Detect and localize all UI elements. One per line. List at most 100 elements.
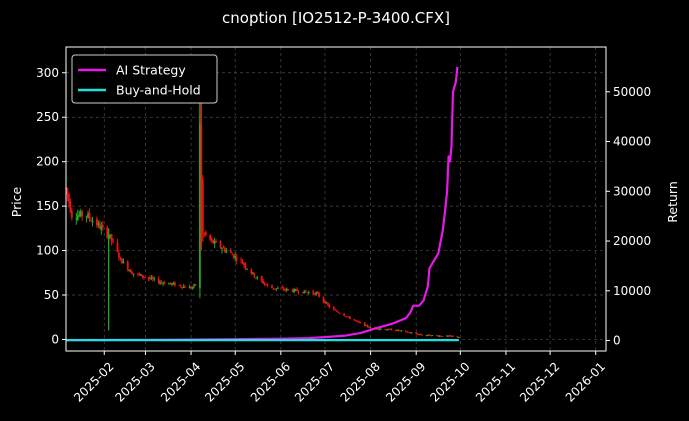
candle-body <box>119 257 122 259</box>
candle-body <box>198 123 201 289</box>
candle-body <box>418 334 421 336</box>
candle-body <box>334 309 337 311</box>
candle-body <box>68 194 70 203</box>
candle-body <box>354 320 357 322</box>
candle-body <box>325 302 328 304</box>
candle-body <box>438 335 441 337</box>
candle-body <box>322 296 325 302</box>
candle-body <box>431 335 434 336</box>
legend-label-buy-and-hold: Buy-and-Hold <box>116 83 201 98</box>
candle-body <box>69 201 72 212</box>
candle-body <box>349 316 351 319</box>
y-right-tick-label: 40000 <box>613 135 651 149</box>
candle-body <box>221 248 223 250</box>
candle-body <box>430 335 432 337</box>
candle-body <box>137 273 139 275</box>
candle-body <box>110 234 113 241</box>
y-left-tick-label: 50 <box>44 288 59 302</box>
candle-body <box>287 289 290 290</box>
candle-body <box>324 300 326 304</box>
candle-body <box>143 277 145 278</box>
candle-body <box>179 285 182 287</box>
candle-body <box>293 289 295 293</box>
candle-body <box>95 218 98 226</box>
candle-body <box>254 277 257 279</box>
candle-body <box>271 285 273 289</box>
candle-body <box>276 288 279 289</box>
candle-body <box>224 248 226 252</box>
candle-body <box>378 328 381 330</box>
candle-body <box>203 232 206 234</box>
candle-body <box>400 330 403 332</box>
candle-body <box>363 322 366 326</box>
candle-body <box>294 289 297 291</box>
candle-body <box>76 215 79 221</box>
candle-body <box>101 224 104 228</box>
candle-body <box>251 272 254 274</box>
line-series <box>65 66 459 342</box>
candle-body <box>344 316 347 318</box>
candle-body <box>274 288 276 290</box>
candle-body <box>390 328 393 331</box>
candle-body <box>225 250 228 253</box>
candle-body <box>138 273 141 275</box>
candle-body <box>106 227 109 238</box>
candle-body <box>182 286 185 288</box>
candle-body <box>109 234 112 238</box>
candle-body <box>332 306 335 310</box>
candle-body <box>397 329 400 331</box>
candle-body <box>131 272 134 275</box>
candle-body <box>98 224 101 229</box>
x-tick-label: 2025-05 <box>202 359 247 404</box>
candle-body <box>256 277 259 279</box>
candle-body <box>212 239 215 244</box>
candle-body <box>231 254 234 256</box>
y-right-tick-label: 20000 <box>613 234 651 248</box>
candle-body <box>343 313 345 316</box>
candle-body <box>369 327 372 329</box>
y-right-tick-label: 50000 <box>613 85 651 99</box>
candle-body <box>415 332 418 334</box>
candle-body <box>365 325 368 327</box>
legend-label-ai-strategy: AI Strategy <box>116 63 186 78</box>
candle-body <box>122 261 125 264</box>
chart-title: cnoption [IO2512-P-3400.CFX] <box>222 9 450 27</box>
candle-body <box>151 277 154 279</box>
candle-body <box>316 291 319 294</box>
candle-body <box>88 212 91 219</box>
candle-body <box>385 329 388 331</box>
candle-body <box>181 286 184 288</box>
legend: AI Strategy Buy-and-Hold <box>71 54 218 104</box>
candle-body <box>312 291 315 294</box>
candle-body <box>97 223 100 226</box>
candle-body <box>416 333 419 335</box>
candle-body <box>406 331 409 333</box>
candle-body <box>215 241 217 243</box>
candle-body <box>296 289 298 292</box>
candle-body <box>191 287 194 289</box>
candle-body <box>232 254 235 258</box>
candle-body <box>404 330 407 332</box>
candle-body <box>452 336 454 337</box>
candle-body <box>440 336 443 337</box>
candle-body <box>449 335 451 337</box>
x-tick-label: 2025-11 <box>473 359 518 404</box>
candle-body <box>327 302 329 305</box>
candle-body <box>253 273 256 277</box>
candle-body <box>190 286 192 289</box>
candlestick-series <box>65 72 460 339</box>
x-tick-label: 2025-10 <box>427 359 472 404</box>
candle-body <box>118 253 120 258</box>
candle-body <box>168 283 170 285</box>
candle-body <box>78 214 81 216</box>
candle-body <box>338 312 341 314</box>
candle-body <box>121 258 123 264</box>
x-tick-label: 2025-07 <box>292 359 337 404</box>
candle-body <box>148 278 151 279</box>
candle-body <box>90 219 92 221</box>
candle-body <box>210 238 213 241</box>
candle-body <box>384 329 387 330</box>
candle-body <box>456 336 459 338</box>
candle-body <box>250 269 253 274</box>
candle-body <box>425 335 428 337</box>
